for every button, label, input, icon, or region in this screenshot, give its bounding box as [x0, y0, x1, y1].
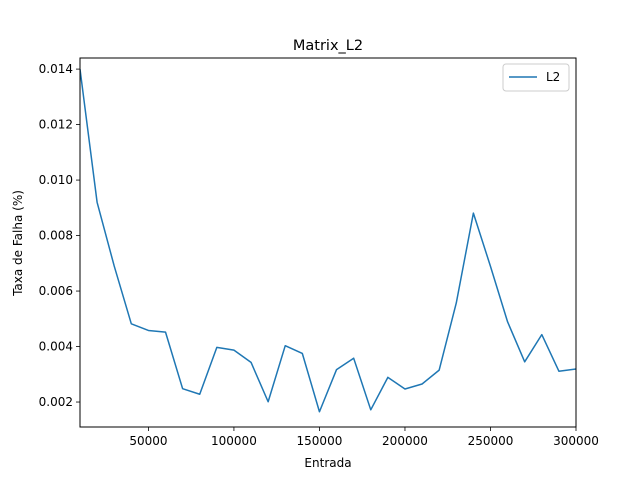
y-tick-label: 0.014 [39, 62, 73, 76]
plot-area [80, 69, 576, 413]
y-tick-label: 0.008 [39, 229, 73, 243]
y-tick-label: 0.002 [39, 395, 73, 409]
x-tick-label: 250000 [468, 434, 514, 448]
chart-title: Matrix_L2 [293, 38, 363, 54]
legend: L2 [502, 63, 570, 92]
x-tick-label: 50000 [129, 434, 167, 448]
y-tick-label: 0.012 [39, 118, 73, 132]
x-tick-label: 200000 [382, 434, 428, 448]
x-tick-label: 300000 [553, 434, 599, 448]
series-line-l2 [80, 69, 576, 413]
x-tick-label: 100000 [211, 434, 257, 448]
y-tick-label: 0.004 [39, 340, 73, 354]
y-tick-label: 0.010 [39, 173, 73, 187]
x-axis-label: Entrada [304, 456, 351, 470]
y-axis-label: Taxa de Falha (%) [11, 190, 25, 297]
x-axis-ticks: 50000 100000 150000 200000 250000 300000 [129, 427, 599, 448]
plot-frame [79, 57, 577, 428]
x-tick-label: 150000 [297, 434, 343, 448]
y-tick-label: 0.006 [39, 284, 73, 298]
legend-label-l2: L2 [546, 70, 560, 84]
y-axis-ticks: 0.002 0.004 0.006 0.008 0.010 0.012 0.014 [39, 62, 80, 409]
